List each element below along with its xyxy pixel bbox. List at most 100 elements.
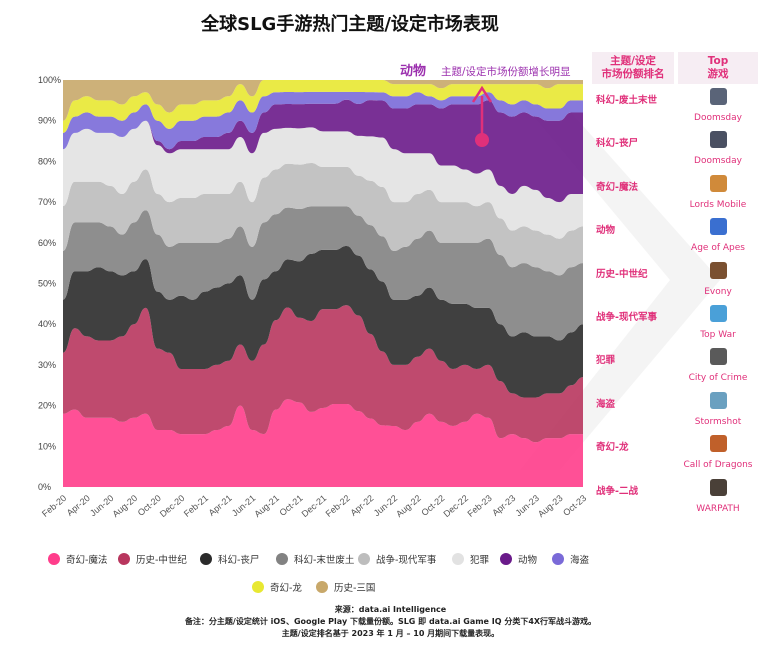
rank-theme-7: 犯罪 [596,355,616,367]
game-name: Top War [700,330,736,340]
annotation-arrow-head [471,85,493,103]
legend-item[interactable]: 奇幻-龙 [252,580,302,594]
y-tick-label: 30% [38,360,56,370]
legend-item[interactable]: 历史-中世纪 [118,552,187,566]
top-game-2[interactable]: Doomsday [680,131,756,166]
game-name: Stormshot [694,416,742,427]
x-tick-label: Aug-23 [536,493,565,519]
y-tick-label: 0% [38,482,51,492]
area-series-0 [63,399,583,487]
x-tick-label: Feb-20 [40,493,68,519]
legend-label: 奇幻-魔法 [66,555,108,566]
legend-item[interactable]: 海盗 [552,552,589,566]
annotation-dot [475,133,489,147]
top-game-4[interactable]: Age of Apes [680,218,756,253]
legend-swatch [500,553,512,565]
x-tick-label: Oct-23 [561,493,588,518]
legend-item[interactable]: 犯罪 [452,552,489,566]
y-tick-label: 70% [38,197,56,207]
top-game-3[interactable]: Lords Mobile [680,174,756,210]
area-series-7 [63,91,583,150]
legend-swatch [276,553,288,565]
legend-item[interactable]: 动物 [500,552,537,566]
rank-header-line2: 市场份额排名 [601,68,665,80]
top-game-9[interactable]: Call of Dragons [680,435,756,470]
game-icon [709,88,727,105]
area-series-6 [63,99,583,203]
area-series-9 [63,80,583,121]
area-series-1 [63,305,583,443]
game-name: Doomsday [694,156,742,167]
legend-swatch [200,553,212,565]
game-icon [709,174,727,192]
y-tick-label: 40% [38,319,56,329]
top-game-6[interactable]: Top War [680,305,756,340]
top-game-5[interactable]: Evony [680,261,756,297]
legend-swatch [48,553,60,565]
legend-swatch [358,553,370,565]
y-tick-label: 80% [38,156,56,166]
x-tick-label: Aug-20 [111,493,140,519]
legend-swatch [252,581,264,593]
legend-item[interactable]: 战争-现代军事 [358,552,436,566]
game-name: Evony [704,286,732,297]
y-tick-label: 90% [38,116,56,126]
legend-label: 犯罪 [470,555,490,566]
x-tick-label: Feb-23 [465,493,493,519]
rank-theme-10: 战争-二战 [596,485,638,497]
legend-label: 动物 [518,555,538,566]
x-tick-label: Apr-20 [65,493,92,518]
x-tick-label: Jun-21 [230,493,258,518]
watermark-shape-right [520,100,720,470]
top-header-line2: 游戏 [707,68,729,80]
rank-header: 主题/设定 市场份额排名 [592,52,674,84]
x-tick-label: Apr-22 [348,493,375,518]
x-tick-label: Aug-22 [394,493,423,519]
legend-label: 海盗 [570,555,590,566]
footer-note2: 主题/设定排名基于 2023 年 1 月 – 10 月期间下载量表现。 [281,629,500,638]
legend-item[interactable]: 科幻-丧尸 [200,552,259,566]
legend-item[interactable]: 历史-三国 [316,580,375,594]
x-tick-label: Feb-21 [182,493,210,519]
top-game-8[interactable]: Stormshot [680,391,756,427]
top-game-1[interactable]: Doomsday [680,88,756,123]
legend-item[interactable]: 科幻-末世废土 [276,552,354,566]
x-tick-label: Apr-21 [207,493,234,518]
legend-swatch [118,553,130,565]
game-name: Call of Dragons [683,460,753,471]
game-name: Age of Apes [691,243,745,254]
top-header-line1: Top [707,55,729,67]
y-tick-label: 20% [38,401,56,411]
y-tick-label: 10% [38,441,56,451]
top-game-7[interactable]: City of Crime [680,348,756,383]
game-icon [709,391,727,409]
chart-area: 0% 10% 20% 30% 40% 50% 60% 70% 80% 90% 100% Feb-20… [38,63,720,519]
rank-theme-3: 奇幻-魔法 [596,181,638,193]
legend-label: 科幻-末世废土 [294,555,355,566]
legend-swatch [552,553,564,565]
game-icon [709,478,727,496]
game-icon [709,435,727,453]
x-tick-label: Dec-20 [158,493,187,519]
rank-theme-6: 战争-现代军事 [596,312,657,323]
legend-item[interactable]: 奇幻-魔法 [48,552,107,566]
area-series-8 [63,80,583,133]
legend-label: 战争-现代军事 [376,555,437,566]
footer-source: 来源：data.ai Intelligence [334,605,447,614]
area-series-3 [63,206,583,341]
game-icon [709,261,727,279]
game-icon [709,348,727,366]
x-tick-label: Dec-21 [300,493,329,519]
area-series-4 [63,162,583,276]
legend-swatch [316,581,328,593]
rank-theme-2: 科幻-丧尸 [596,138,638,150]
y-tick-label: 50% [38,279,56,289]
rank-header-line1: 主题/设定 [610,55,656,67]
y-tick-label: 60% [38,238,56,248]
top-game-10[interactable]: WARPATH [680,478,756,514]
x-tick-label: Apr-23 [490,493,517,518]
rank-theme-4: 动物 [596,225,616,237]
game-name: WARPATH [696,503,740,514]
game-name: City of Crime [688,373,748,384]
game-icon [709,218,727,236]
